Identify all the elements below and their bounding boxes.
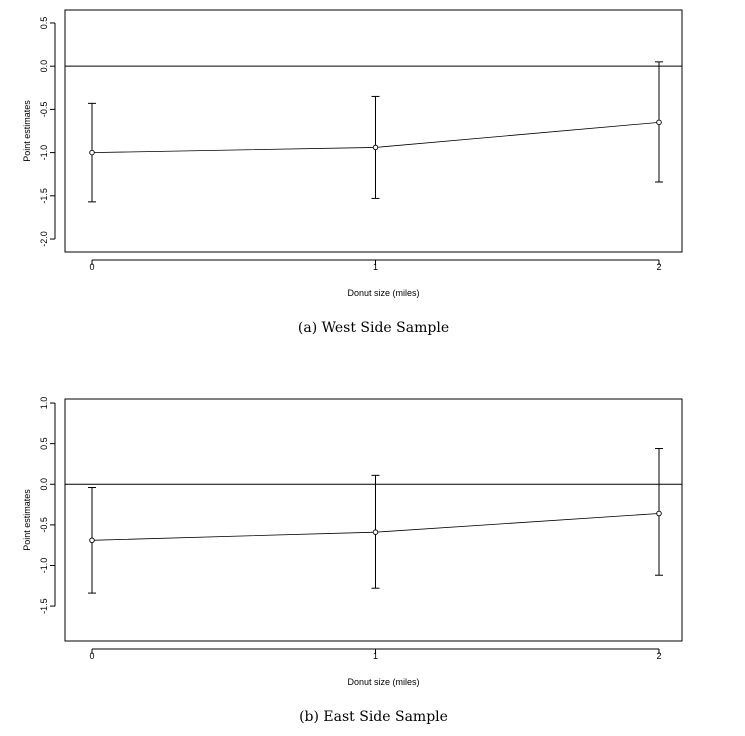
panel-a-y-tick-label: 0.0 <box>39 60 49 73</box>
panel-b-x-axis-title: Donut size (miles) <box>347 677 419 687</box>
panel-b-plot-frame <box>64 398 683 642</box>
panel-a-y-tick-label: -2.0 <box>39 231 49 247</box>
panel-a-caption: (a) West Side Sample <box>298 320 449 336</box>
panel-a-point-estimate <box>372 144 379 151</box>
panel-b-y-tick-label: 0.0 <box>39 478 49 491</box>
panel-b-point-estimate <box>372 529 379 535</box>
panel-a-y-axis-title: Point estimates <box>22 100 32 162</box>
panel-a-y-tick-label: -0.5 <box>39 102 49 118</box>
panel-a-y-tick-label: 0.5 <box>39 17 49 30</box>
panel-a-x-tick-label: 1 <box>373 262 378 272</box>
chart-panel-a: -2.0 -1.5 -1.0 -0.5 0.0 0.5 0 1 2 Donut size (mil… <box>22 9 683 336</box>
panel-a-point-estimate <box>89 149 95 156</box>
chart-panel-b: -1.5 -1.0 -0.5 0.0 0.5 1.0 0 1 2 Donut size (mile… <box>22 397 683 725</box>
panel-a-x-axis-title: Donut size (miles) <box>347 288 419 298</box>
panel-b-y-axis-title: Point estimates <box>22 489 32 551</box>
panel-b-y-tick-label: -0.5 <box>39 517 49 533</box>
panel-b-caption: (b) East Side Sample <box>299 709 448 725</box>
panel-a-y-tick-label: -1.5 <box>39 188 49 204</box>
panel-a-point-estimate <box>656 119 662 126</box>
panel-b-point-estimate <box>89 537 95 544</box>
panel-b-y-tick-label: 0.5 <box>39 437 49 450</box>
panel-a-x-tick-label: 0 <box>89 262 94 272</box>
panel-b-x-tick-label: 0 <box>89 651 94 661</box>
panel-b-x-tick-label: 2 <box>656 651 661 661</box>
panel-b-y-tick-label: -1.0 <box>39 558 49 574</box>
panel-b-point-estimate <box>656 510 662 517</box>
panel-b-x-tick-label: 1 <box>373 651 378 661</box>
panel-a-y-tick-label: -1.0 <box>39 145 49 161</box>
panel-a-plot-frame <box>64 9 683 253</box>
panel-b-y-tick-label: 1.0 <box>39 397 49 410</box>
panel-a-x-tick-label: 2 <box>656 262 661 272</box>
panel-b-y-tick-label: -1.5 <box>39 598 49 614</box>
